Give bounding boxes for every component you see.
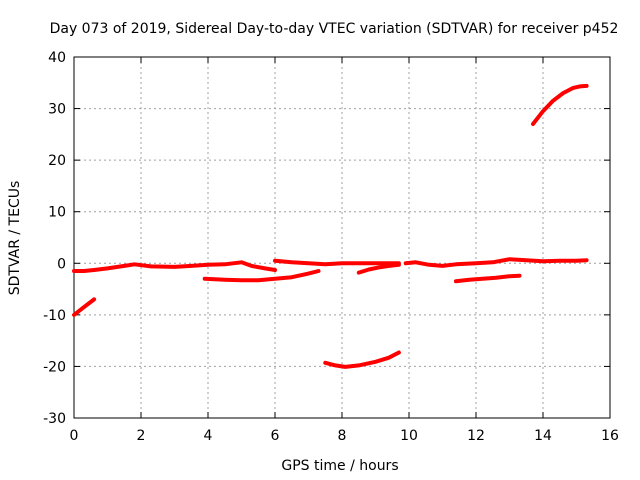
series-segment-3 — [202, 269, 321, 283]
series-segment-6 — [356, 262, 401, 275]
chart-title: Day 073 of 2019, Sidereal Day-to-day VTE… — [50, 21, 619, 37]
series-segment-4 — [273, 258, 401, 267]
series-segment-5 — [323, 350, 401, 369]
x-tick-label: 8 — [338, 428, 347, 444]
y-tick-label: 10 — [48, 205, 66, 221]
x-tick-label: 4 — [204, 428, 213, 444]
y-tick-label: 30 — [48, 102, 66, 118]
x-tick-label: 14 — [534, 428, 552, 444]
x-tick-label: 10 — [400, 428, 418, 444]
x-axis-label: GPS time / hours — [281, 458, 398, 474]
grid-lines — [74, 57, 610, 418]
x-tick-label: 0 — [70, 428, 79, 444]
y-tick-label: 20 — [48, 153, 66, 169]
x-tick-label: 16 — [601, 428, 619, 444]
y-tick-label: 0 — [57, 256, 66, 272]
y-tick-label: -10 — [43, 308, 66, 324]
y-tick-label: 40 — [48, 50, 66, 66]
series-layer — [72, 83, 589, 369]
x-tick-label: 2 — [137, 428, 146, 444]
axis-ticks: 0 2 4 6 8 10 12 14 16 -30 -20 -10 0 10 20 30 40 — [43, 50, 619, 444]
y-tick-label: -20 — [43, 359, 66, 375]
series-segment-1 — [72, 260, 277, 273]
y-tick-label: -30 — [43, 411, 66, 427]
x-tick-label: 12 — [467, 428, 485, 444]
series-segment-9 — [531, 83, 589, 126]
y-axis-label: SDTVAR / TECUs — [7, 181, 23, 296]
series-segment-8 — [453, 273, 522, 284]
series-segment-7 — [403, 257, 589, 268]
series-segment-2 — [72, 297, 97, 317]
x-tick-label: 6 — [271, 428, 280, 444]
